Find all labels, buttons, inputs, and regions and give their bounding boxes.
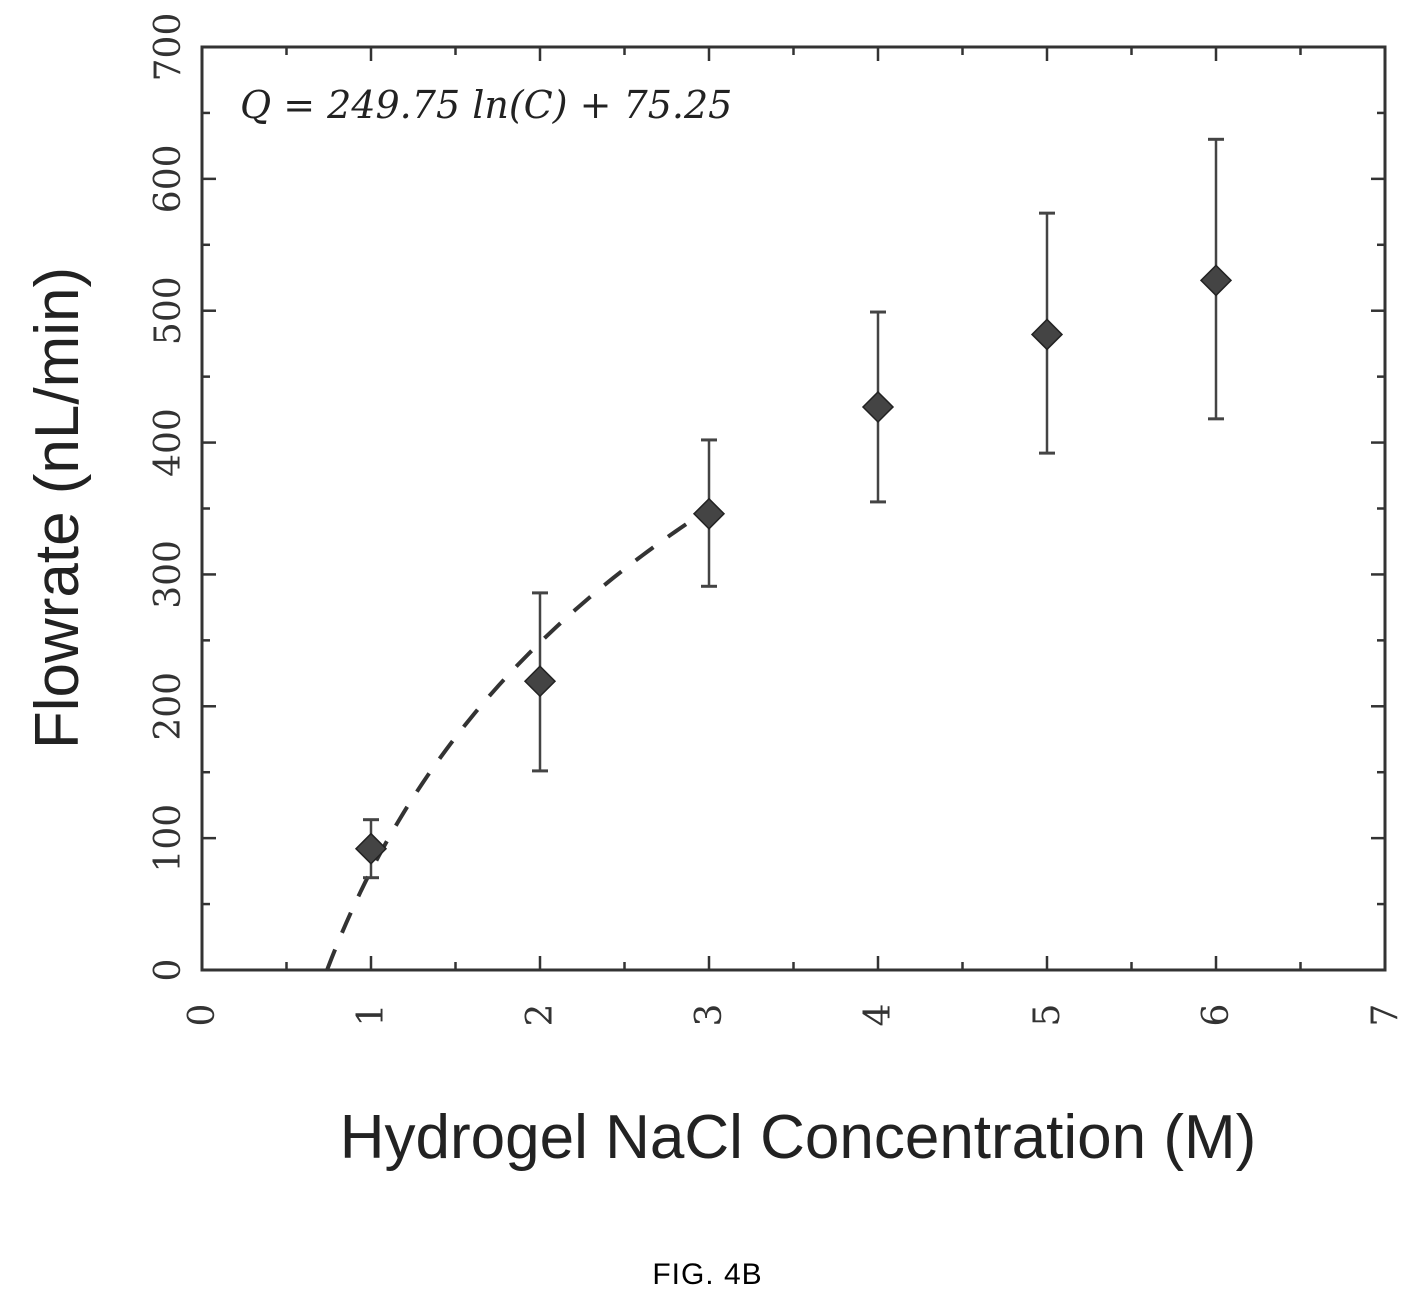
diamond-marker	[692, 497, 726, 530]
fit-equation-annotation: Q = 249.75 ln(C) + 75.25	[240, 83, 732, 127]
fit-line	[325, 507, 711, 971]
x-tick-label: 6	[1196, 1004, 1237, 1027]
x-tick-label: 1	[351, 1004, 392, 1027]
axes: 0 1 2 3 4 5 6 7 0 100 200 300 400 500 600 700	[148, 13, 1406, 1027]
data-points	[354, 137, 1233, 880]
data-point	[523, 591, 557, 773]
data-point	[692, 438, 726, 588]
diamond-marker	[861, 390, 895, 424]
x-tick-label: 0	[182, 1004, 223, 1027]
x-tick-label: 2	[520, 1004, 561, 1027]
y-tick-label: 500	[148, 276, 189, 345]
flowrate-chart: 0 1 2 3 4 5 6 7 0 100 200 300 400 500 600 700 Q = 249.7…	[23, 13, 1406, 1172]
y-tick-label: 300	[148, 540, 189, 609]
figure-caption: FIG. 4B	[652, 1258, 763, 1291]
data-point	[1030, 211, 1064, 455]
y-tick-label: 700	[148, 13, 189, 82]
y-axis-title: Flowrate (nL/min)	[23, 267, 92, 749]
diamond-marker	[354, 832, 388, 865]
data-point	[1199, 137, 1233, 421]
diamond-marker	[1199, 264, 1233, 297]
plot-frame	[200, 45, 1387, 972]
y-tick-label: 400	[148, 408, 189, 477]
y-tick-label: 100	[148, 804, 189, 873]
y-tick-label: 200	[148, 672, 189, 741]
x-tick-label: 7	[1365, 1004, 1406, 1027]
x-axis-title: Hydrogel NaCl Concentration (M)	[340, 1103, 1257, 1172]
data-point	[861, 310, 895, 504]
diamond-marker	[523, 665, 557, 698]
fit-curve	[325, 507, 711, 971]
data-point	[354, 818, 388, 880]
x-tick-label: 4	[858, 1004, 899, 1027]
diamond-marker	[1030, 318, 1064, 351]
x-tick-label: 5	[1027, 1004, 1068, 1027]
x-tick-label: 3	[689, 1004, 730, 1027]
y-tick-label: 600	[148, 144, 189, 213]
y-tick-label: 0	[148, 959, 189, 982]
